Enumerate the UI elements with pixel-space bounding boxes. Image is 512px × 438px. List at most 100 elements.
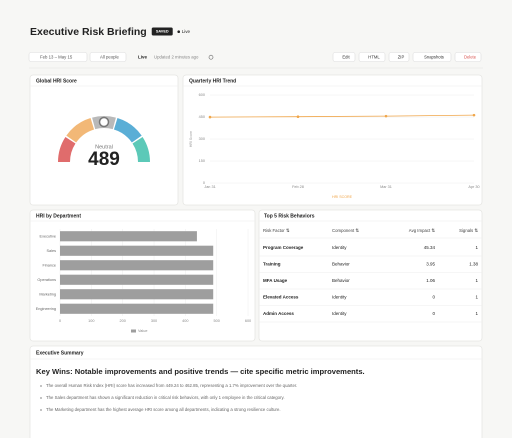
gauge-segment [66, 118, 95, 143]
y-tick-label: Operations [37, 278, 56, 282]
point [384, 114, 388, 118]
panel-title: HRI by Department [36, 213, 81, 219]
gauge-segment [113, 118, 142, 143]
action-button[interactable] [388, 52, 410, 62]
y-tick-label: Executive [40, 234, 56, 238]
column-header: Risk Factor ⇅ [263, 228, 290, 233]
panel-title: Quarterly HRI Trend [189, 78, 236, 84]
audience: All people [100, 54, 119, 59]
updated: Updated 2 minutes ago [154, 54, 199, 59]
bullet-dot [40, 397, 42, 399]
gauge-segment [132, 136, 150, 163]
action-button[interactable] [454, 52, 482, 62]
table-cell: 1 [475, 278, 478, 283]
action-label: Snapshots [424, 54, 444, 59]
y-tick-label: Marketing [39, 292, 56, 296]
summary-heading: Key Wins: Notable improvements and posit… [36, 367, 365, 376]
gauge-panel [29, 74, 179, 206]
x-tick-label: 300 [151, 319, 157, 323]
x-tick-label: 600 [245, 319, 251, 323]
table-cell: Admin Access [263, 311, 294, 316]
y-tick-label: 300 [199, 137, 205, 141]
summary-panel [29, 345, 483, 438]
y-tick-label: Sales [47, 249, 57, 253]
action-button[interactable] [358, 52, 386, 62]
line-panel [182, 74, 483, 206]
table-panel [258, 209, 483, 342]
table-cell: Behavior [332, 278, 350, 283]
column-header: Avg Impact ⇅ [409, 228, 436, 233]
table-cell: Identity [332, 245, 347, 250]
action-button[interactable] [332, 52, 356, 62]
refresh-icon[interactable] [208, 54, 214, 60]
action-button[interactable] [412, 52, 452, 62]
legend-label: HRI SCORE [332, 195, 353, 199]
table-cell: 0 [432, 295, 435, 300]
gauge-label: Neutral [95, 144, 113, 150]
y-tick-label: Engineering [36, 307, 56, 311]
action-label: HTML [368, 54, 380, 59]
table-cell: Identity [332, 311, 347, 316]
line-series [209, 114, 475, 118]
y-tick-label: 450 [199, 115, 205, 119]
table-cell: Training [263, 262, 281, 267]
saved-badge [151, 27, 173, 36]
table-cell: 1 [475, 295, 478, 300]
y-tick-label: 150 [199, 159, 205, 163]
x-tick-label: 500 [213, 319, 219, 323]
gauge-segment [58, 136, 76, 163]
bullets: The overall Human Risk Index (HRI) score… [40, 383, 297, 412]
y-tick-label: Finance [42, 263, 56, 267]
date-range: Feb 13 – May 15 [40, 54, 73, 59]
table-cell: 0 [432, 311, 435, 316]
legend-swatch [131, 329, 136, 333]
date-filter[interactable] [28, 52, 88, 62]
page-title: Executive Risk Briefing [30, 26, 147, 38]
table-cell: 1.38 [469, 262, 478, 267]
bar [60, 289, 214, 300]
gauge-marker [98, 116, 110, 128]
gauge-value: 489 [88, 149, 120, 170]
x-tick-label: 200 [119, 319, 125, 323]
bullet-dot [40, 409, 42, 411]
bullet-text: The Marketing department has the highest… [46, 407, 281, 412]
x-tick-label: Jan 31 [204, 185, 215, 189]
bar [60, 274, 214, 285]
table-cell: Identity [332, 295, 347, 300]
table-cell: 1.06 [426, 278, 435, 283]
x-tick-label: 400 [182, 319, 188, 323]
table: Risk Factor ⇅ Component ⇅ Avg Impact ⇅ Sign… [259, 228, 482, 323]
line-chart: Quarterly HRI Trend HRI Score 0 150 300 450 60… [189, 78, 480, 199]
point [296, 115, 300, 119]
x-tick-label: Apr 30 [468, 185, 479, 189]
bar [60, 303, 214, 314]
bar [60, 260, 214, 271]
table-cell: Elevated Access [263, 295, 299, 300]
panel-title: Top 5 Risk Behaviors [264, 213, 315, 219]
point [208, 115, 212, 119]
x-tick-label: Feb 28 [292, 185, 304, 189]
bullet-text: The overall Human Risk Index (HRI) score… [46, 383, 297, 388]
legend-label: Value [138, 329, 147, 333]
table-cell: 1 [475, 245, 478, 250]
mode: Live [138, 54, 148, 59]
x-tick-label: 100 [88, 319, 94, 323]
gauge [58, 116, 150, 163]
y-axis-label: HRI Score [189, 131, 193, 147]
panel-title: Executive Summary [36, 350, 84, 356]
audience-filter[interactable] [89, 52, 127, 62]
bullet-text: The Sales department has shown a signifi… [46, 395, 285, 400]
bar-chart: HRI by Department 0 100 200 300 400 500 600 Exec… [36, 213, 251, 333]
column-header: Signals ⇅ [459, 228, 478, 233]
live-status: Live [182, 29, 191, 34]
table-cell: 45.34 [424, 245, 436, 250]
y-tick-label: 0 [203, 181, 205, 185]
badge-text: SAVED [156, 30, 169, 34]
table-cell: MFA Usage [263, 278, 288, 283]
table-cell: 1 [475, 311, 478, 316]
table-cell: 3.95 [426, 262, 435, 267]
column-header: Component ⇅ [332, 228, 359, 233]
table-cell: Program Coverage [263, 245, 304, 250]
actions: Edit HTML ZIP Snapshots Delete [332, 52, 482, 62]
